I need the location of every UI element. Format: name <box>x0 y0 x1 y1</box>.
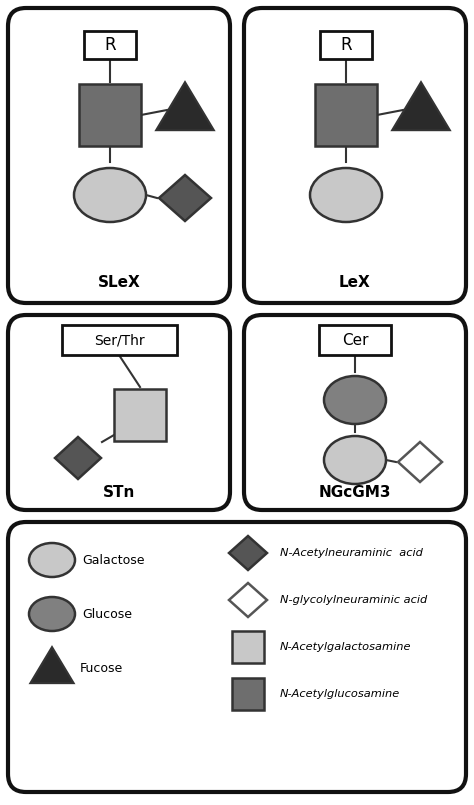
Text: R: R <box>340 36 352 54</box>
FancyBboxPatch shape <box>8 315 230 510</box>
Text: NGcGM3: NGcGM3 <box>319 485 391 499</box>
Bar <box>114 389 166 441</box>
Polygon shape <box>159 175 211 221</box>
Polygon shape <box>229 536 267 570</box>
FancyBboxPatch shape <box>244 315 466 510</box>
Ellipse shape <box>29 597 75 631</box>
Ellipse shape <box>324 376 386 424</box>
Polygon shape <box>392 82 450 130</box>
FancyBboxPatch shape <box>244 8 466 303</box>
Bar <box>232 631 264 663</box>
Text: Galactose: Galactose <box>82 554 145 567</box>
Ellipse shape <box>29 543 75 577</box>
Bar <box>319 325 391 355</box>
Text: N-Acetylgalactosamine: N-Acetylgalactosamine <box>280 642 411 652</box>
Bar <box>84 31 136 59</box>
Text: R: R <box>104 36 116 54</box>
Text: Ser/Thr: Ser/Thr <box>94 333 144 347</box>
FancyBboxPatch shape <box>8 522 466 792</box>
Bar <box>232 678 264 710</box>
Text: STn: STn <box>103 485 135 499</box>
Polygon shape <box>55 437 101 479</box>
Bar <box>315 84 377 146</box>
Text: N-Acetylglucosamine: N-Acetylglucosamine <box>280 689 400 699</box>
Bar <box>79 84 141 146</box>
Ellipse shape <box>310 168 382 222</box>
Text: LeX: LeX <box>339 275 371 290</box>
Text: Fucose: Fucose <box>80 662 123 675</box>
Text: N-glycolylneuraminic acid: N-glycolylneuraminic acid <box>280 595 427 605</box>
Bar <box>62 325 176 355</box>
Ellipse shape <box>74 168 146 222</box>
Polygon shape <box>156 82 214 130</box>
Polygon shape <box>30 647 73 683</box>
Text: SLeX: SLeX <box>98 275 140 290</box>
Bar <box>320 31 372 59</box>
Text: Glucose: Glucose <box>82 608 132 621</box>
Text: N-Acetylneuraminic  acid: N-Acetylneuraminic acid <box>280 548 423 558</box>
FancyBboxPatch shape <box>8 8 230 303</box>
Polygon shape <box>398 442 442 482</box>
Ellipse shape <box>324 436 386 484</box>
Polygon shape <box>229 583 267 617</box>
Text: Cer: Cer <box>342 332 368 348</box>
